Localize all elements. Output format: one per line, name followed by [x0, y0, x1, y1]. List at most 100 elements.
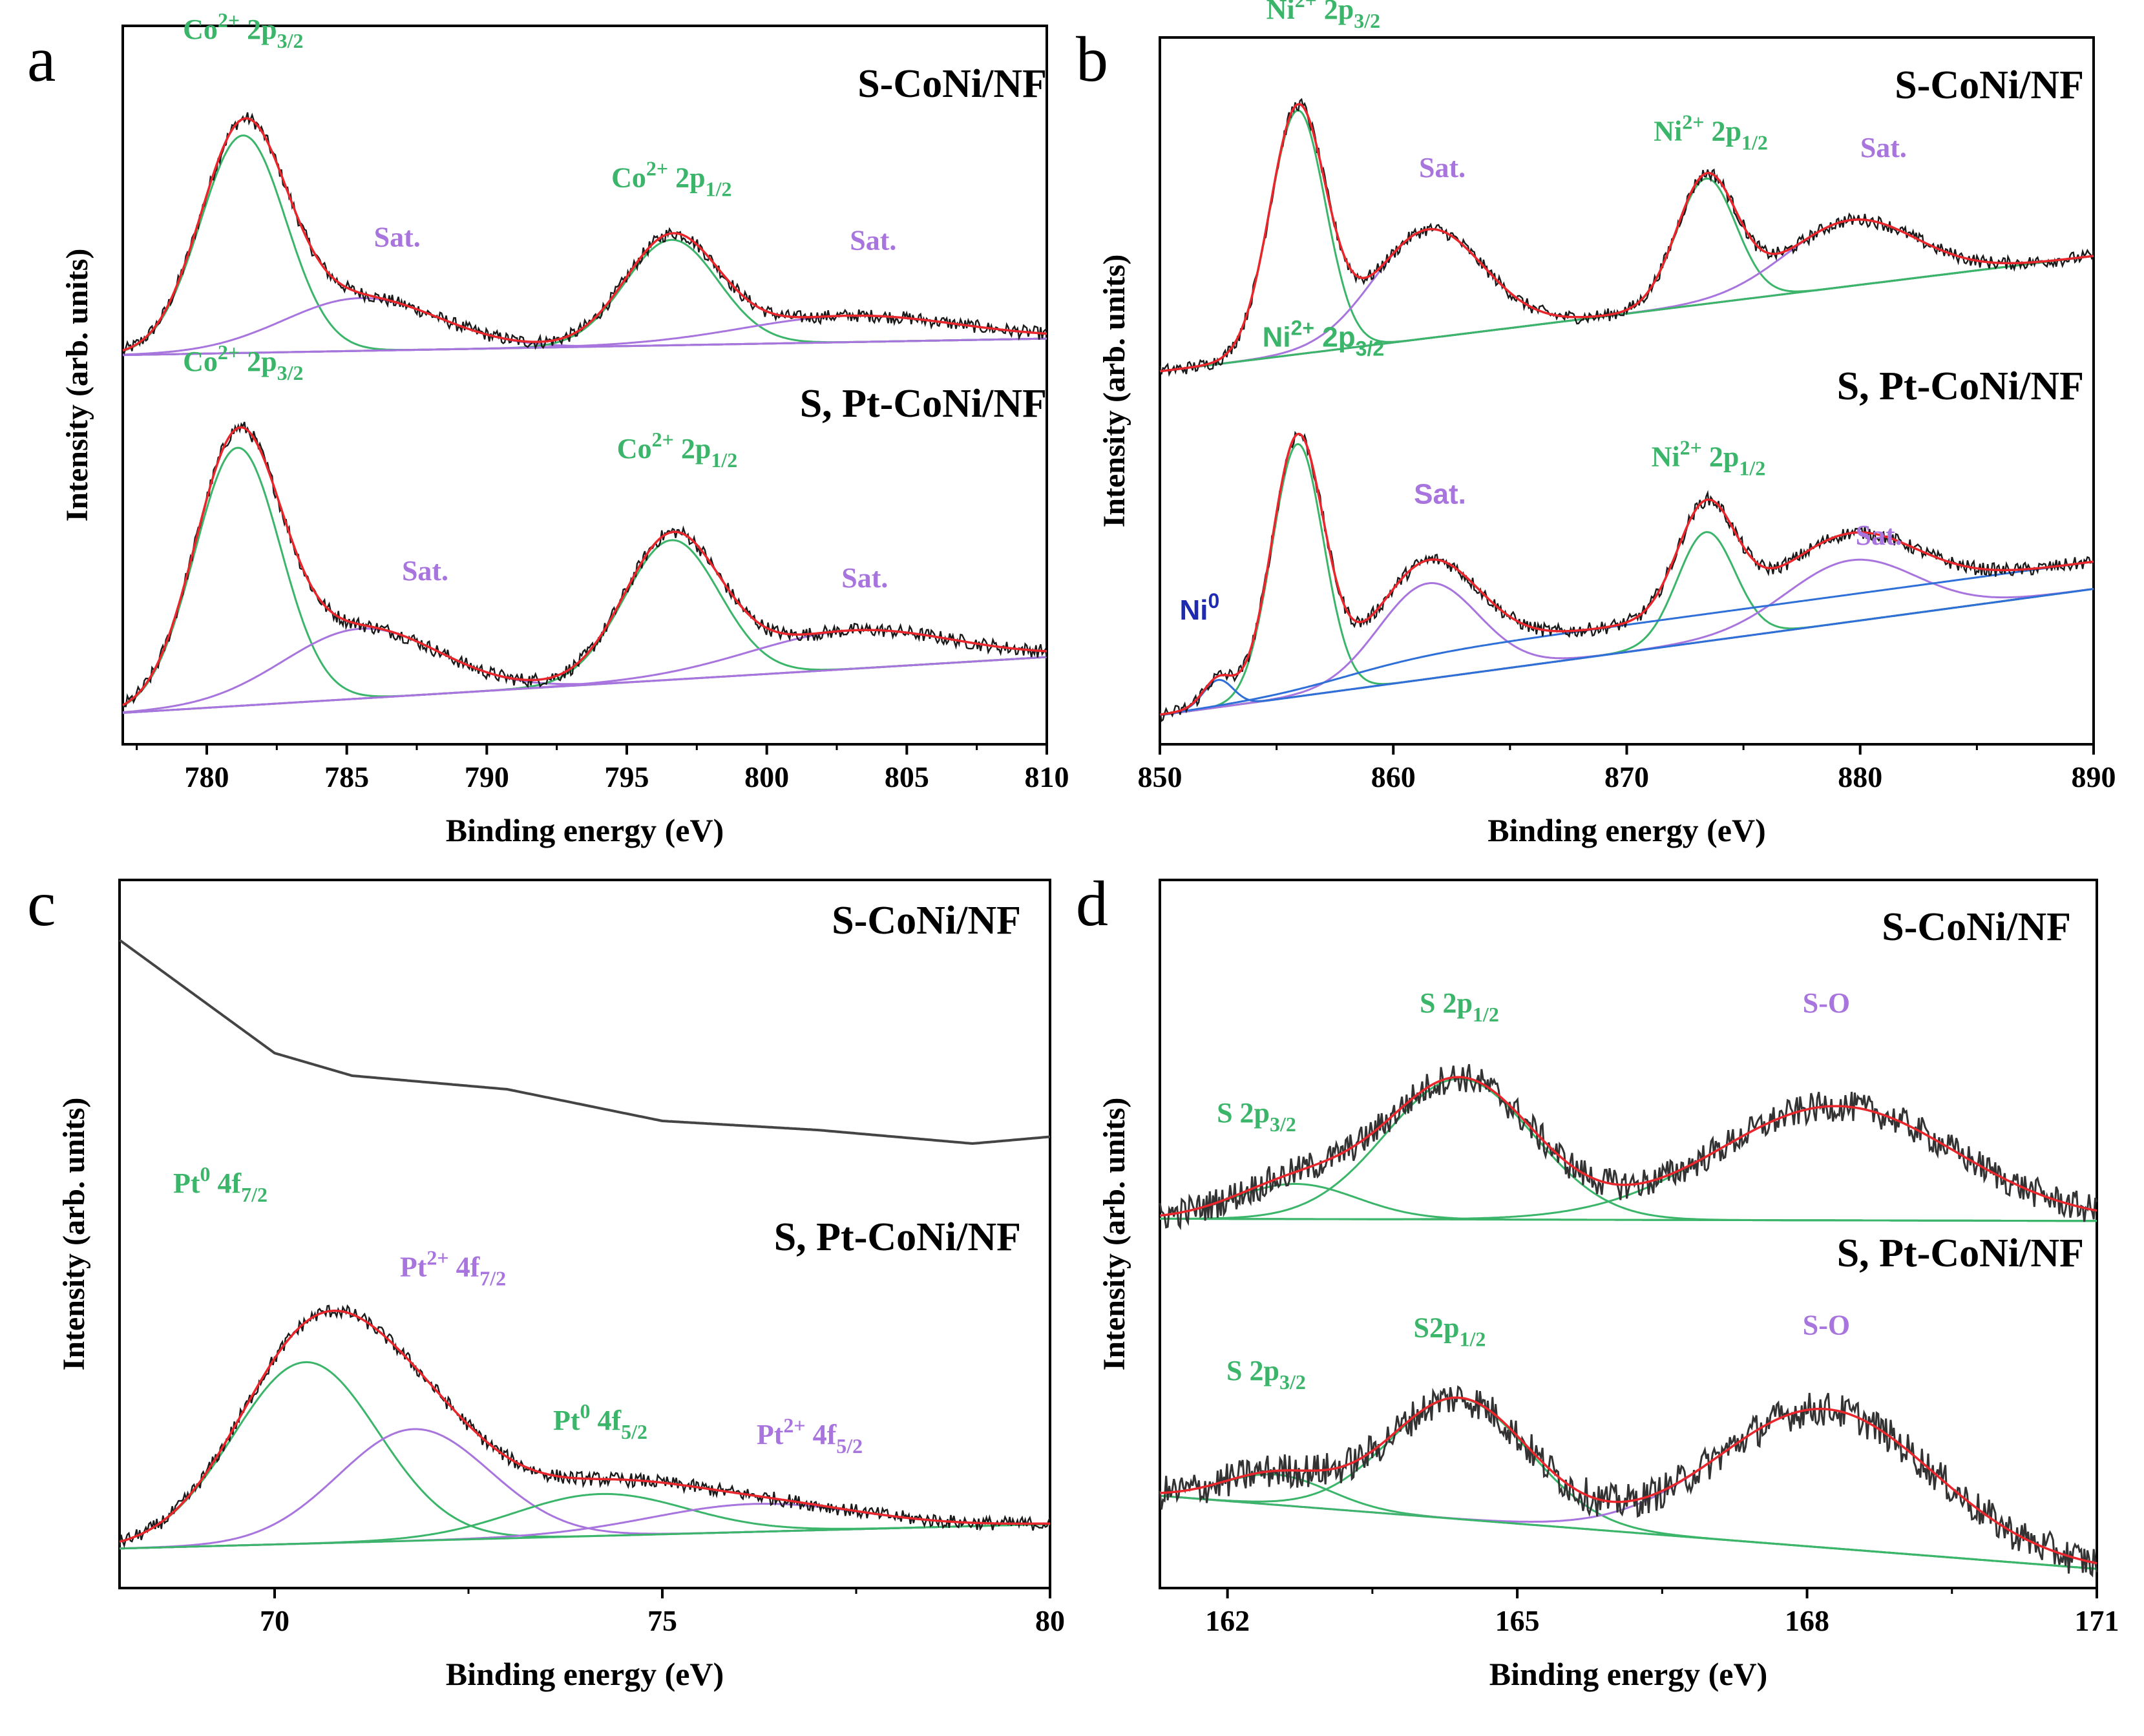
peak-label: Sat. [1419, 152, 1466, 183]
label-sub: 1/2 [711, 448, 737, 472]
label-mid: 2p [1702, 441, 1739, 472]
x-tick-label: 890 [2072, 760, 2116, 793]
background-line [1159, 1494, 2097, 1570]
x-tick-label: 168 [1785, 1604, 1829, 1637]
background-line [1160, 1217, 2097, 1222]
raw-data [1159, 1064, 2098, 1231]
fit-envelope [1159, 432, 2094, 716]
label-main: Sat. [1860, 132, 1907, 163]
label-sub: 5/2 [836, 1434, 863, 1458]
label-sup: 2+ [426, 1246, 448, 1270]
peak-label: Sat. [1414, 479, 1466, 510]
label-mid: 4f [806, 1419, 837, 1450]
x-tick-label: 860 [1371, 760, 1416, 793]
survey-line [118, 939, 1051, 1145]
peak-label: Co2+ 2p3/2 [183, 340, 303, 384]
component-peak [1160, 1078, 2097, 1222]
spectrum-1: S, Pt-CoNi/NF S 2p3/2 S2p1/2 S-O [1159, 1231, 2098, 1578]
label-main: S 2p [1217, 1097, 1270, 1129]
label-sub: 1/2 [1459, 1328, 1486, 1351]
panel-d: d 162 165 168 171 Binding energy (eV) Intensit… [1076, 868, 2119, 1692]
x-tick-label: 870 [1604, 760, 1649, 793]
label-mid: 2p [1317, 0, 1354, 25]
sample-title: S, Pt-CoNi/NF [800, 382, 1047, 426]
x-axis-label: Binding energy (eV) [1487, 812, 1766, 848]
x-axis-label: Binding energy (eV) [446, 1656, 724, 1692]
label-mid: 2p [674, 433, 711, 465]
sample-title: S-CoNi/NF [832, 899, 1021, 943]
x-tick-label: 165 [1495, 1604, 1540, 1637]
x-axis-label: Binding energy (eV) [446, 812, 724, 848]
x-tick-label: 805 [885, 760, 929, 793]
ni0-peak [1159, 588, 2094, 716]
label-main: Co [183, 14, 218, 45]
peak-label: Ni2+ 2p3/2 [1263, 317, 1385, 361]
label-sup: 0 [1208, 589, 1220, 612]
peak-label: Sat. [850, 224, 896, 256]
x-tick-label: 850 [1138, 760, 1182, 793]
raw-data [121, 112, 1047, 355]
fit-envelope [1159, 1076, 2097, 1217]
label-main: Sat. [374, 221, 421, 253]
label-sup: 2+ [783, 1414, 805, 1437]
label-main: Pt [400, 1251, 427, 1283]
sample-title: S-CoNi/NF [857, 62, 1047, 106]
x-tick-label: 795 [605, 760, 649, 793]
y-axis-label: Intensity (arb. units) [1097, 1098, 1131, 1371]
peak-label: S-O [1803, 987, 1850, 1019]
component-peak [1160, 1105, 2097, 1220]
fit-envelope [1159, 1396, 2097, 1565]
label-sub: 7/2 [241, 1183, 268, 1206]
peak-label: Ni2+ 2p1/2 [1652, 435, 1766, 479]
peak-label: Co2+ 2p3/2 [183, 8, 303, 52]
label-main: Ni [1180, 594, 1208, 626]
label-sup: 2+ [1295, 0, 1317, 12]
peak-label: Sat. [374, 221, 421, 253]
panel-label: d [1076, 868, 1108, 939]
peak-label: Pt2+ 4f5/2 [757, 1414, 863, 1458]
label-sub: 5/2 [621, 1420, 647, 1443]
label-mid: 2p [1704, 116, 1741, 147]
label-sub: 7/2 [479, 1267, 506, 1290]
raw-data [118, 1304, 1051, 1549]
label-sub: 1/2 [1741, 131, 1768, 154]
sample-title: S, Pt-CoNi/NF [1837, 1231, 2084, 1275]
label-main: Sat. [1856, 519, 1902, 551]
label-main: Ni [1263, 322, 1291, 353]
peak-label: S 2p3/2 [1217, 1097, 1296, 1136]
label-main: Pt [757, 1419, 784, 1450]
spectrum-0: S-CoNi/NF Co2+ 2p3/2 Sat. Co2+ 2p1/2 Sat. [121, 8, 1047, 357]
component-peak [122, 629, 1047, 714]
x-tick-label: 80 [1035, 1604, 1065, 1637]
component-peak [119, 1503, 1051, 1550]
panel-label: c [27, 868, 56, 939]
label-main: Pt [173, 1167, 200, 1199]
panel-label: a [27, 23, 56, 95]
peak-label: Co2+ 2p1/2 [611, 157, 731, 201]
peak-label: Pt0 4f5/2 [553, 1399, 647, 1443]
label-sub: 3/2 [1356, 337, 1384, 361]
label-mid: 4f [210, 1167, 242, 1199]
label-main: S 2p [1420, 987, 1473, 1019]
x-tick-label: 785 [324, 760, 369, 793]
label-sub: 3/2 [277, 29, 304, 52]
fit-envelope [122, 117, 1047, 352]
plot-frame [1159, 879, 2098, 1589]
label-main: Sat. [850, 224, 896, 256]
label-main: Sat. [1419, 152, 1466, 183]
label-sup: 2+ [1291, 317, 1314, 340]
x-tick-label: 171 [2075, 1604, 2119, 1637]
label-sup: 2+ [652, 428, 674, 451]
x-tick-label: 800 [744, 760, 789, 793]
label-sub: 3/2 [1279, 1370, 1306, 1394]
background-line [1159, 560, 2094, 716]
component-peak [1159, 558, 2094, 716]
background-line [123, 337, 1047, 357]
component-peak [119, 1428, 1051, 1550]
peak-label: S 2p1/2 [1420, 987, 1499, 1026]
component-peak [122, 539, 1047, 714]
label-sup: 2+ [218, 340, 240, 364]
